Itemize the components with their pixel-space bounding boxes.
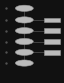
FancyBboxPatch shape (44, 39, 60, 44)
Ellipse shape (15, 49, 33, 55)
FancyBboxPatch shape (44, 28, 60, 33)
Ellipse shape (15, 60, 33, 66)
FancyBboxPatch shape (44, 18, 60, 22)
Ellipse shape (15, 5, 33, 11)
FancyBboxPatch shape (44, 50, 60, 55)
Ellipse shape (15, 28, 33, 34)
Ellipse shape (15, 38, 33, 45)
Ellipse shape (15, 17, 33, 23)
